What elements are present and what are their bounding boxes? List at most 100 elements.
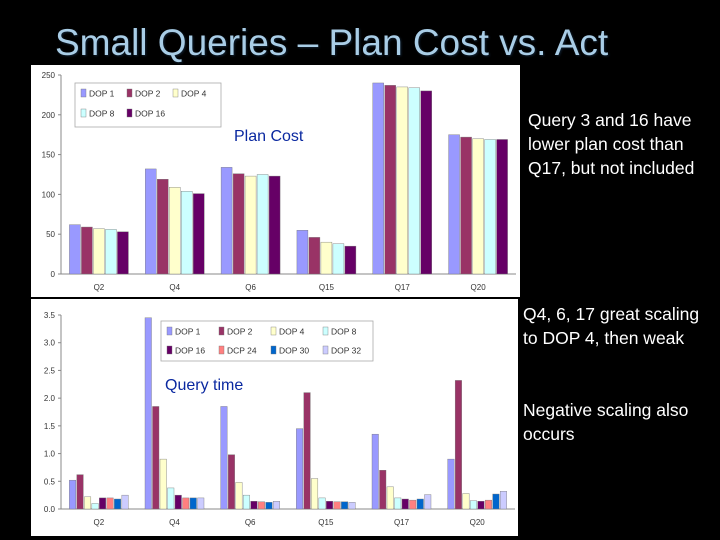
legend-label: DOP 4 [181, 89, 207, 99]
legend-swatch [218, 326, 225, 336]
bar-q2-dcp24 [106, 497, 114, 510]
bar-q4-dop1 [145, 168, 157, 275]
bar-q4-dop8 [167, 487, 175, 510]
y-tick-label: 1.0 [44, 450, 56, 459]
bar-q2-dop8 [91, 503, 99, 510]
x-tick-label: Q17 [394, 518, 410, 527]
y-tick-label: 50 [46, 230, 55, 239]
bar-q17-dop30 [416, 498, 424, 510]
legend-swatch [80, 88, 87, 98]
query-time-chart-svg: 0.0 0.5 1.0 1.5 2.0 2.5 3.0 3.5 Q2 Q4 Q6 Q15 Q17 Q20 D… [44, 311, 515, 527]
bar-q20-dop16 [477, 501, 485, 510]
bar-q20-dop30 [492, 493, 500, 510]
x-tick-label: Q2 [94, 283, 105, 292]
bar-q4-dop4 [159, 458, 167, 510]
y-tick-label: 250 [42, 71, 56, 80]
bar-q4-dop1 [144, 317, 152, 510]
legend-label: DOP 1 [175, 327, 201, 337]
legend-swatch [126, 88, 133, 98]
bar-q17-dop2 [379, 469, 387, 510]
bar-q15-dop2 [303, 392, 311, 510]
bullet-negative-scaling-note: Negative scaling also occurs [523, 400, 689, 444]
bar-q20-dop2 [460, 136, 472, 275]
bar-q20-dop2 [454, 380, 462, 510]
bar-q15-dop16 [326, 501, 334, 510]
y-tick-label: 200 [42, 111, 56, 120]
legend-label: DOP 30 [279, 346, 309, 356]
bar-q17-dop1 [372, 82, 384, 275]
bar-q15-dop4 [311, 478, 319, 510]
legend-label: DOP 32 [331, 346, 361, 356]
bar-q4-dcp24 [182, 497, 190, 510]
legend-label: DOP 8 [89, 109, 115, 119]
y-tick-label: 3.5 [44, 311, 56, 320]
plan-cost-chart: 0 50 100 150 200 250 Q2 Q4 Q6 Q15 Q17 Q20 DOP 1 DOP 2… [31, 65, 520, 297]
legend-swatch [80, 108, 87, 118]
bar-q6-dop2 [232, 173, 245, 275]
bar-q6-dop2 [227, 454, 235, 510]
bar-q20-dop4 [472, 138, 484, 275]
bar-q2-dop4 [93, 228, 105, 275]
bar-q4-dop16 [174, 494, 182, 510]
y-tick-label: 2.0 [44, 394, 56, 403]
legend-swatch [166, 326, 173, 336]
bar-q17-dop2 [384, 85, 396, 275]
bar-q20-dop8 [469, 500, 477, 510]
bar-q20-dop32 [499, 491, 507, 510]
bar-q17-dop4 [386, 486, 394, 510]
bar-q17-dop4 [396, 86, 408, 275]
legend-label: DOP 16 [135, 109, 165, 119]
y-tick-label: 2.5 [44, 366, 56, 375]
bar-q2-dop1 [69, 479, 77, 510]
bar-q17-dop8 [408, 87, 420, 275]
legend-label: DOP 4 [279, 327, 305, 337]
legend-swatch [322, 326, 329, 336]
bar-q17-dop1 [371, 433, 379, 510]
bar-q17-dop8 [394, 497, 402, 510]
bar-q2-dop1 [69, 224, 81, 275]
chart-title: Plan Cost [234, 128, 304, 145]
x-tick-label: Q20 [471, 283, 487, 292]
bar-q2-dop16 [117, 231, 129, 275]
legend-swatch [218, 345, 225, 355]
query-time-chart: 0.0 0.5 1.0 1.5 2.0 2.5 3.0 3.5 Q2 Q4 Q6 Q15 Q17 Q20 D… [31, 299, 518, 536]
legend-box [160, 320, 374, 362]
bar-q6-dop4 [244, 175, 257, 275]
legend-label: DOP 8 [331, 327, 357, 337]
bar-q20-dop16 [496, 139, 508, 275]
y-tick-label: 0 [51, 270, 56, 279]
bar-q6-dcp24 [257, 501, 265, 510]
bar-q6-dop1 [220, 167, 233, 275]
bar-q15-dop4 [320, 241, 333, 275]
bar-q4-dop8 [181, 191, 193, 275]
bar-q17-dop16 [401, 498, 409, 510]
y-tick-label: 3.0 [44, 339, 56, 348]
bar-q20-dop4 [462, 493, 470, 510]
bullet-plan-cost-note: Query 3 and 16 have lower plan cost than… [528, 110, 695, 178]
bar-q2-dop16 [99, 497, 107, 510]
bar-q4-dop16 [193, 193, 205, 275]
x-tick-label: Q15 [319, 283, 335, 292]
bar-q6-dop4 [235, 482, 243, 510]
bar-q2-dop2 [76, 474, 84, 510]
x-tick-label: Q6 [245, 283, 256, 292]
y-tick-label: 100 [42, 190, 56, 199]
legend-label: DOP 2 [227, 327, 253, 337]
y-tick-label: 0.5 [44, 477, 56, 486]
bar-q6-dop8 [242, 494, 250, 510]
bar-q4-dop2 [157, 179, 169, 275]
plan-cost-chart-svg: 0 50 100 150 200 250 Q2 Q4 Q6 Q15 Q17 Q20 DOP 1 DOP 2… [42, 71, 516, 292]
bar-q20-dop1 [447, 458, 455, 510]
y-tick-label: 150 [42, 151, 56, 160]
bar-q2-dop30 [114, 498, 122, 510]
slide-title: Small Queries – Plan Cost vs. Act [55, 22, 609, 63]
bar-q17-dcp24 [409, 499, 417, 510]
bar-q6-dop16 [250, 501, 258, 510]
bar-q4-dop2 [152, 406, 160, 510]
x-tick-label: Q15 [318, 518, 334, 527]
bar-q20-dop1 [448, 134, 460, 275]
bar-q6-dop32 [272, 501, 280, 510]
legend-label: DOP 1 [89, 89, 115, 99]
bar-q20-dop8 [484, 139, 496, 275]
legend-label: DCP 24 [227, 346, 257, 356]
